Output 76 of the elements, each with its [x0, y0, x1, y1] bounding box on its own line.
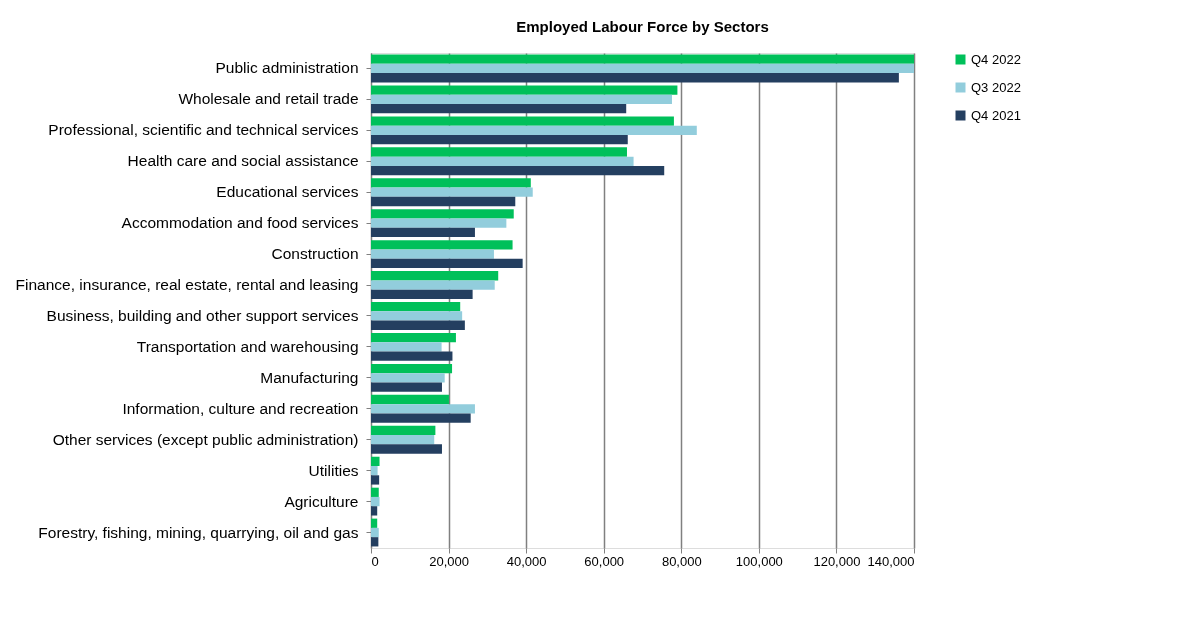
bar — [371, 165, 665, 176]
y-tick-label: Business, building and other support services — [46, 306, 359, 324]
bar — [371, 332, 456, 343]
y-tick-label: Forestry, fishing, mining, quarrying, oil and gas — [38, 523, 359, 541]
bar — [371, 73, 899, 83]
y-tick-label: Agriculture — [284, 492, 359, 510]
legend-label: Q4 2022 — [971, 51, 1021, 67]
bar — [371, 342, 442, 352]
y-tick-label: Finance, insurance, real estate, rental and leasing — [15, 276, 359, 294]
bar — [371, 394, 449, 405]
bar — [371, 187, 533, 197]
y-tick-label: Public administration — [215, 59, 359, 77]
bar — [371, 85, 678, 95]
bar — [371, 404, 475, 414]
bar — [371, 435, 435, 445]
bar — [371, 178, 531, 188]
bar — [371, 444, 442, 454]
x-tick-label: 60,000 — [584, 553, 625, 569]
bar — [371, 227, 475, 238]
x-tick-label: 0 — [371, 553, 379, 569]
bar — [371, 527, 379, 538]
y-tick-label: Transportation and warehousing — [136, 337, 359, 355]
bar — [371, 63, 914, 74]
bar — [371, 156, 634, 166]
bar — [371, 351, 453, 361]
legend-label: Q4 2021 — [971, 107, 1021, 123]
bar — [371, 518, 378, 528]
bar — [371, 466, 378, 476]
x-tick-label: 20,000 — [429, 553, 469, 569]
bar — [371, 196, 516, 207]
bar — [371, 456, 380, 467]
bar — [371, 218, 507, 228]
bar — [371, 413, 471, 423]
bar — [371, 302, 461, 312]
x-tick-label: 100,000 — [735, 553, 783, 569]
bar — [371, 373, 445, 383]
y-tick-label: Accommodation and food services — [121, 214, 359, 232]
bar — [371, 311, 463, 321]
y-tick-label: Wholesale and retail trade — [178, 90, 359, 108]
y-tick-label: Health care and social assistance — [127, 152, 359, 170]
y-tick-label: Manufacturing — [260, 368, 359, 386]
y-tick-label: Construction — [271, 245, 359, 263]
bar — [371, 125, 697, 135]
bar — [371, 289, 473, 299]
bar — [371, 104, 627, 114]
bar — [371, 94, 672, 105]
bar — [371, 209, 514, 219]
x-tick-label: 120,000 — [813, 553, 861, 569]
x-tick-label: 40,000 — [506, 553, 547, 569]
bar — [371, 134, 628, 145]
bar — [371, 487, 379, 497]
bar — [371, 271, 499, 281]
bar — [371, 425, 436, 436]
bar — [371, 280, 495, 290]
bar — [371, 475, 380, 485]
bar — [371, 240, 513, 250]
x-tick-label: 140,000 — [867, 553, 915, 569]
bar — [371, 496, 380, 507]
bar — [371, 320, 465, 330]
legend-label: Q3 2022 — [971, 79, 1021, 95]
bar — [371, 147, 627, 157]
bar — [371, 249, 494, 259]
bar — [371, 258, 523, 269]
x-tick-label: 80,000 — [661, 553, 702, 569]
y-tick-label: Educational services — [216, 183, 359, 201]
bar — [371, 537, 379, 547]
y-tick-label: Information, culture and recreation — [122, 399, 359, 417]
bar — [371, 54, 914, 64]
y-tick-label: Utilities — [308, 461, 359, 479]
bar — [371, 382, 442, 392]
chart-title: Employed Labour Force by Sectors — [516, 18, 769, 35]
y-tick-label: Professional, scientific and technical services — [48, 121, 359, 139]
y-tick-label: Other services (except public administration) — [52, 430, 359, 448]
bar — [371, 116, 674, 126]
bar — [371, 506, 378, 516]
bar — [371, 363, 453, 374]
